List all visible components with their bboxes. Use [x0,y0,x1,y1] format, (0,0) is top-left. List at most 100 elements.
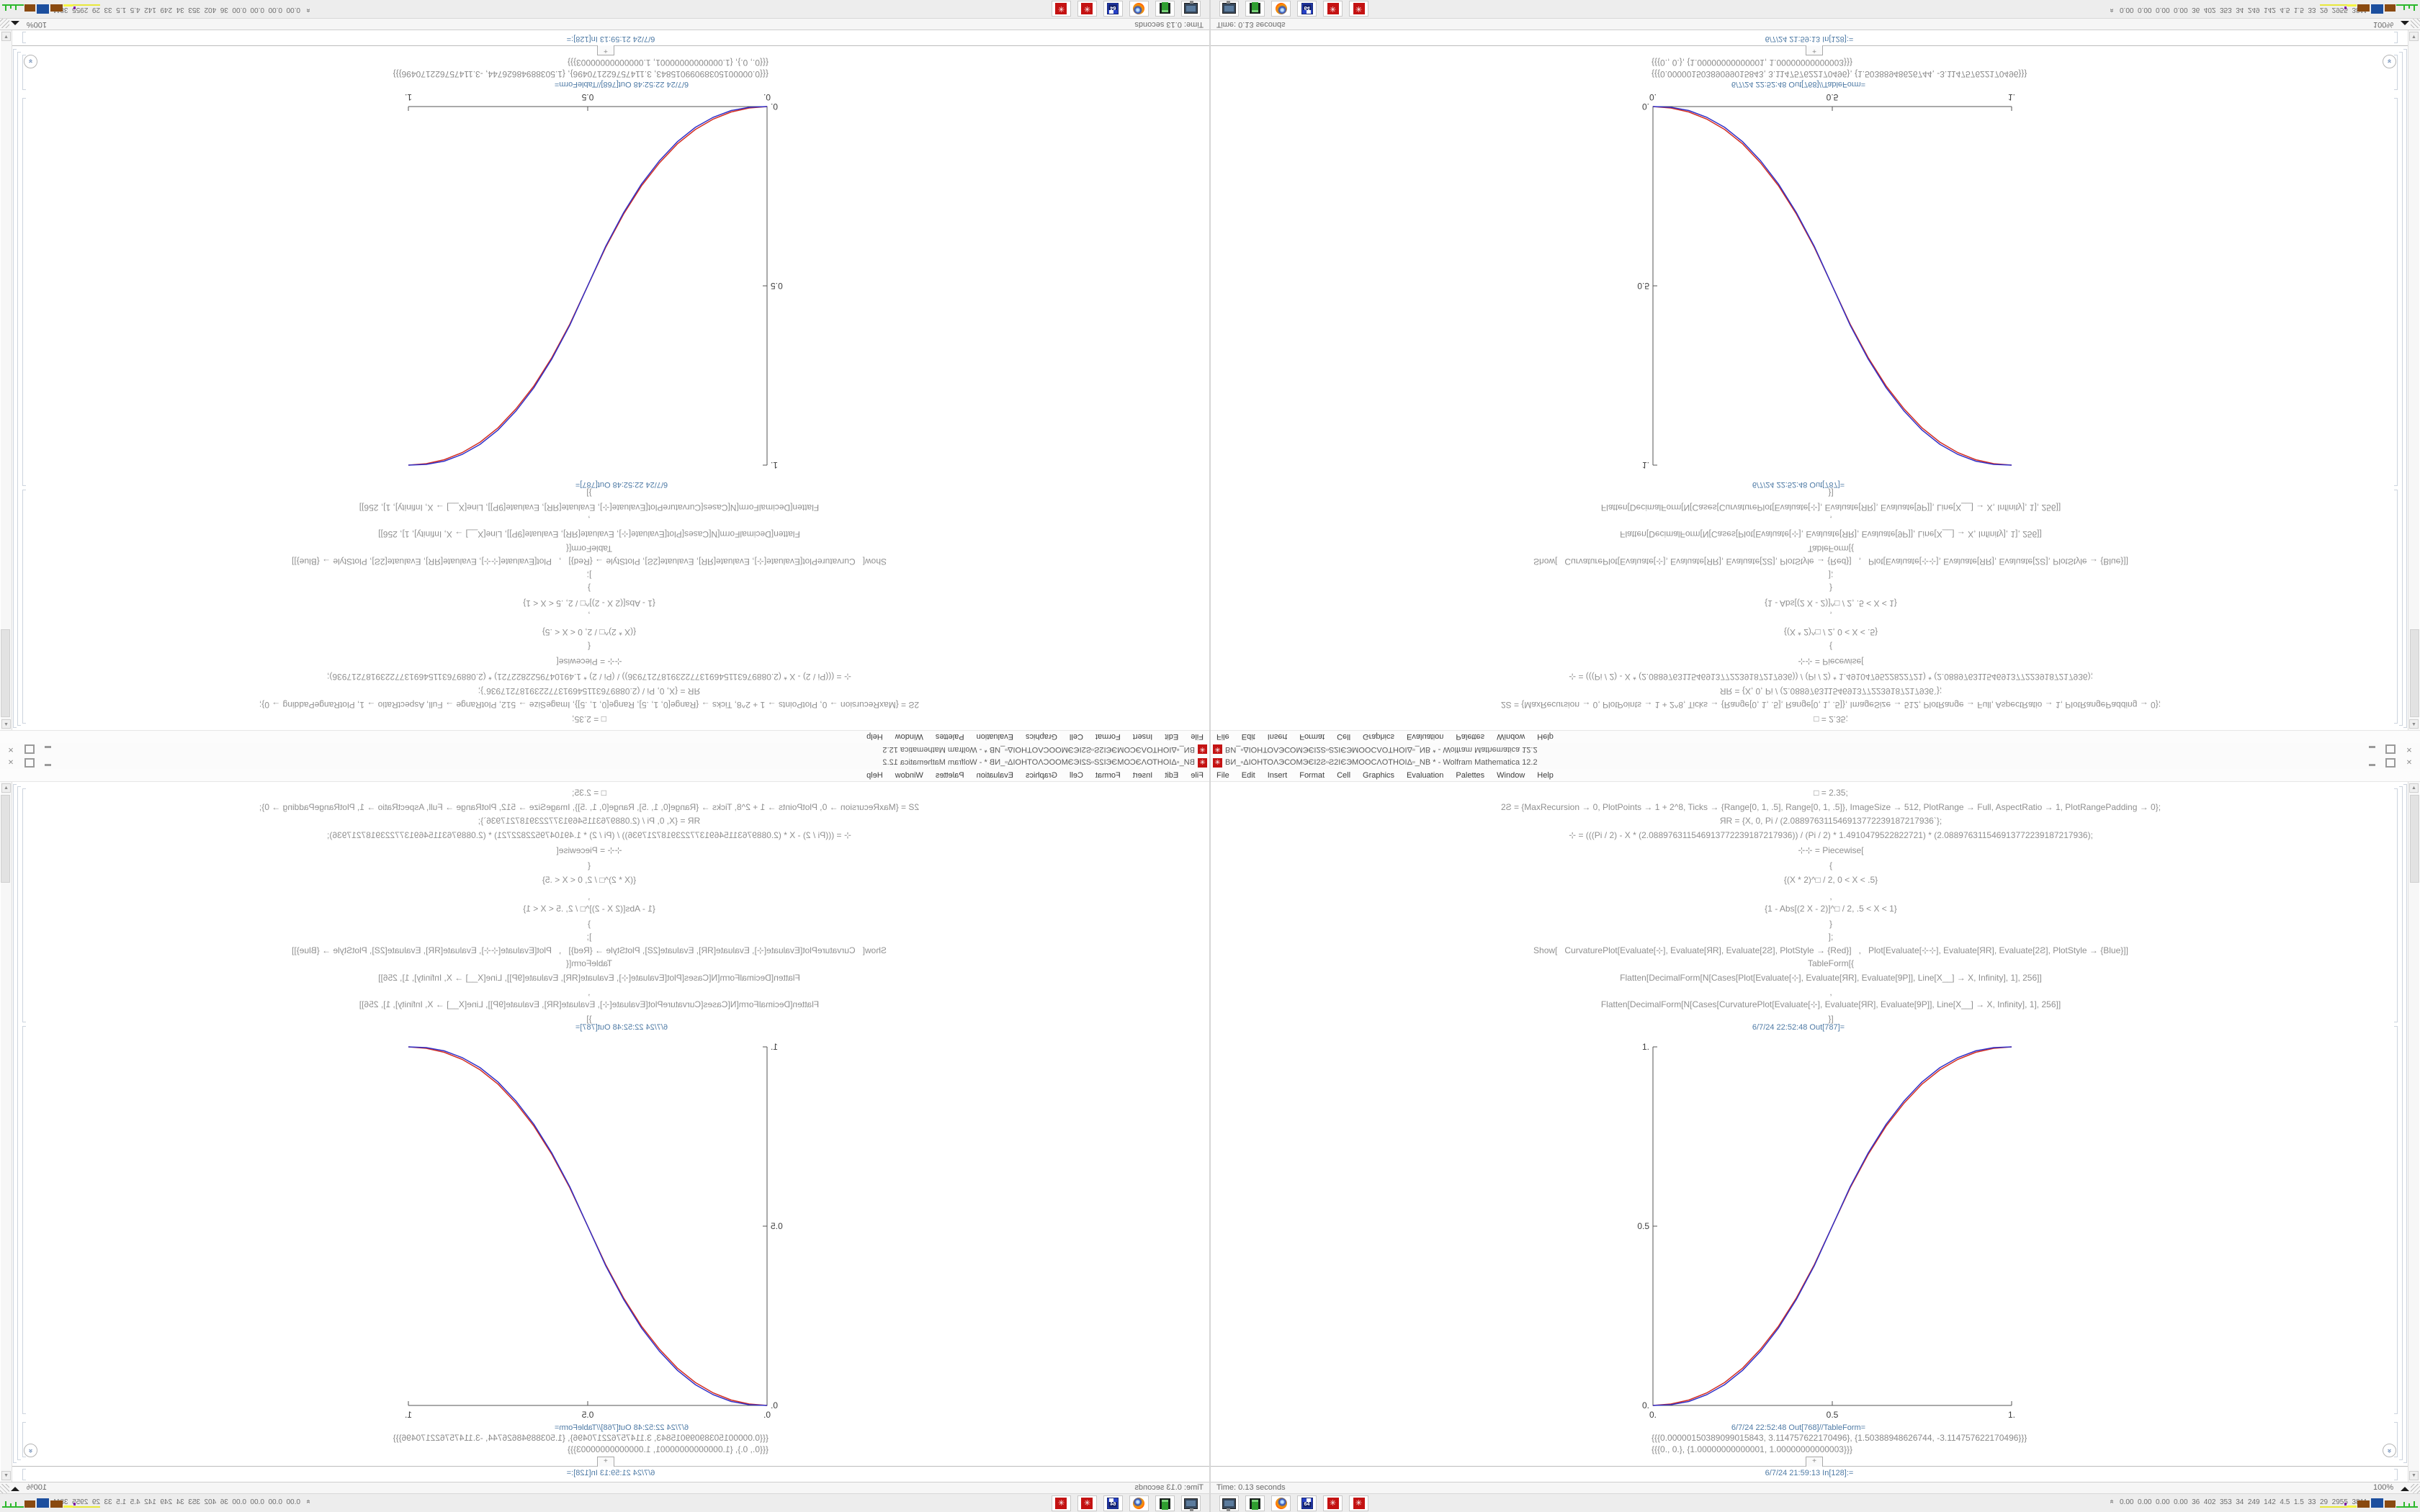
cell-group-bracket-inner[interactable] [2399,786,2403,1460]
input-line[interactable]: } [1829,919,1832,929]
input-line[interactable]: , [588,611,591,621]
title-bar[interactable]: ✳ ВИ_▫ΔІОНТОΛЭСОМЭЄІ2Ƨ▫Ƨ2ІЄЭМООСΛОТНОІΔ▫… [0,743,1209,756]
scrollbar-thumb[interactable] [2410,629,2419,717]
minimize-button[interactable] [2365,757,2378,768]
notebook-area[interactable]: □ = 2.35; 2Ƨ = {MaxRecursion → 0, PlotPo… [1211,782,2408,1482]
input-line[interactable]: ЯR = {X, 0, Pi / (2.08897631154691377223… [478,686,701,696]
cell-bracket-out-plot[interactable] [22,98,26,486]
input-line[interactable]: ⊹⊹ = Piecewise[ [556,845,622,855]
input-line[interactable]: Flatten[DecimalForm[N[Cases[CurvaturePlo… [359,503,820,513]
input-line[interactable]: , [1829,515,1832,525]
menu-file[interactable]: File [1216,732,1229,742]
resize-grip-icon[interactable] [0,1484,9,1493]
input-line[interactable]: {(X * 2)^□ / 2, 0 < X < .5} [1783,627,1878,637]
menu-format[interactable]: Format [1299,770,1325,780]
input-line[interactable]: ⊹⊹ = Piecewise[ [1798,845,1864,855]
input-line[interactable]: ⊹ = (((Pi / 2) - X * (2.0889763115469137… [1569,672,2093,682]
menu-graphics[interactable]: Graphics [1363,770,1395,780]
vertical-scrollbar[interactable]: ▲ ▼ [1,782,12,1482]
taskbar-icon-mathematica-2[interactable]: ✳ [1052,1495,1071,1511]
input-line[interactable]: Flatten[DecimalForm[N[Cases[Plot[Evaluat… [378,973,800,983]
cell-bracket-out-plot[interactable] [2394,98,2398,486]
input-line[interactable]: ЯR = {X, 0, Pi / (2.08897631154691377223… [1719,816,1942,826]
input-line[interactable]: } [588,583,591,593]
resize-grip-icon[interactable] [2411,1484,2420,1493]
menu-window[interactable]: Window [895,770,923,780]
vertical-scrollbar[interactable]: ▲ ▼ [1,30,12,730]
input-line[interactable]: 2Ƨ = {MaxRecursion → 0, PlotPoints → 1 +… [259,700,920,710]
cell-group-bracket-outer[interactable] [13,784,17,1463]
magnification-dropdown-icon[interactable] [11,21,19,25]
input-line[interactable]: , [588,515,591,525]
input-line[interactable]: , [588,987,591,997]
input-line[interactable]: , [1829,987,1832,997]
taskbar-icon-package-manager[interactable] [1245,1,1265,17]
taskbar-icon-mathematica-2[interactable]: ✳ [1052,1,1071,17]
input-line[interactable]: ⊹ = (((Pi / 2) - X * (2.0889763115469137… [327,672,851,682]
menu-insert[interactable]: Insert [1267,732,1288,742]
taskbar-icon-mathematica-1[interactable]: ✳ [1077,1495,1097,1511]
taskbar-icon-package-manager[interactable] [1155,1,1175,17]
maximize-button[interactable] [23,757,36,768]
input-line[interactable]: ]; [586,570,592,580]
input-line[interactable]: { [588,642,591,652]
input-line[interactable]: Flatten[DecimalForm[N[Cases[Plot[Evaluat… [1620,529,2042,539]
menu-cell[interactable]: Cell [1069,770,1083,780]
input-line[interactable]: {1 - Abs[(2 X - 2)]^□ / 2, .5 < X < 1} [1765,904,1897,914]
cell-bracket-next-input[interactable] [2394,1469,2398,1480]
taskbar-icon-mathematica-1[interactable]: ✳ [1323,1,1343,17]
menu-file[interactable]: File [1191,770,1204,780]
input-line[interactable]: TableForm[{ [1807,958,1855,968]
input-line[interactable]: Flatten[DecimalForm[N[Cases[CurvaturePlo… [1600,999,2061,1009]
cell-bracket-next-input[interactable] [22,1469,26,1480]
tray-expand-chevron-icon[interactable]: » [2107,1499,2116,1504]
menu-insert[interactable]: Insert [1267,770,1288,780]
menu-help[interactable]: Help [866,770,883,780]
cell-bracket-input[interactable] [22,788,26,1022]
taskbar-icon-package-manager[interactable] [1155,1495,1175,1511]
input-line[interactable]: {1 - Abs[(2 X - 2)]^□ / 2, .5 < X < 1} [523,598,655,608]
insert-cell-plus-button[interactable]: + [1806,1457,1823,1467]
taskbar-icon-mathematica-1[interactable]: ✳ [1323,1495,1343,1511]
scroll-to-bottom-button[interactable]: » [2383,55,2396,68]
scroll-to-bottom-button[interactable]: » [24,1444,37,1457]
maximize-button[interactable] [2384,757,2397,768]
taskbar-icon-firefox[interactable] [1271,1,1291,17]
input-line[interactable]: { [1829,642,1832,652]
menu-graphics[interactable]: Graphics [1363,732,1395,742]
input-line[interactable]: Flatten[DecimalForm[N[Cases[CurvaturePlo… [359,999,820,1009]
input-line[interactable]: 2Ƨ = {MaxRecursion → 0, PlotPoints → 1 +… [259,802,920,812]
taskbar-icon-floppy64[interactable]: 64 [1103,1495,1123,1511]
cell-bracket-out-table[interactable] [2394,1422,2398,1457]
cell-group-bracket-inner[interactable] [2399,52,2403,726]
menu-palettes[interactable]: Palettes [1456,732,1485,742]
menu-help[interactable]: Help [1537,732,1554,742]
taskbar-icon-remote-display[interactable] [1181,1,1201,17]
input-line[interactable]: TableForm[{ [565,544,613,554]
menu-window[interactable]: Window [1497,732,1525,742]
input-line[interactable]: } [588,919,591,929]
menu-help[interactable]: Help [1537,770,1554,780]
input-line[interactable]: ⊹⊹ = Piecewise[ [1798,657,1864,667]
input-line[interactable]: , [588,891,591,901]
menu-file[interactable]: File [1216,770,1229,780]
menu-graphics[interactable]: Graphics [1025,770,1057,780]
input-line[interactable]: □ = 2.35; [1814,714,1848,724]
scroll-up-arrow-icon[interactable]: ▲ [1,719,11,729]
menu-evaluation[interactable]: Evaluation [1407,770,1444,780]
scroll-up-arrow-icon[interactable]: ▲ [2409,783,2419,793]
cell-bracket-input[interactable] [22,490,26,724]
input-line[interactable]: ]; [586,932,592,942]
menu-graphics[interactable]: Graphics [1025,732,1057,742]
menu-window[interactable]: Window [895,732,923,742]
notebook-area[interactable]: □ = 2.35; 2Ƨ = {MaxRecursion → 0, PlotPo… [12,30,1209,730]
menu-cell[interactable]: Cell [1069,732,1083,742]
minimize-button[interactable] [42,757,55,768]
input-line[interactable]: ⊹ = (((Pi / 2) - X * (2.0889763115469137… [327,830,851,840]
scroll-to-bottom-button[interactable]: » [24,55,37,68]
menu-evaluation[interactable]: Evaluation [1407,732,1444,742]
scroll-down-arrow-icon[interactable]: ▼ [1,1471,11,1480]
input-line[interactable]: { [588,860,591,870]
menu-edit[interactable]: Edit [1165,732,1179,742]
input-line[interactable]: □ = 2.35; [572,714,606,724]
